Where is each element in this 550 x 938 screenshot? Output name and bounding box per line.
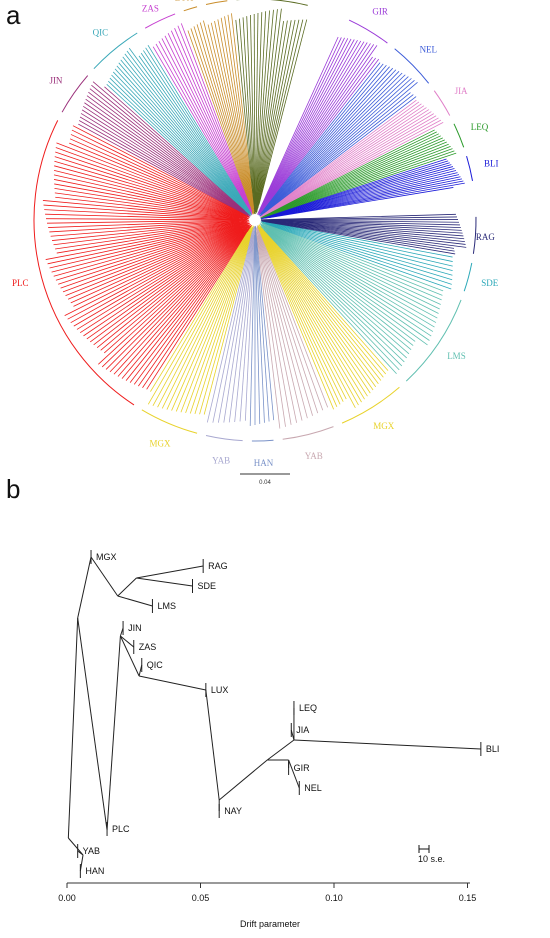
tree-edge [78,618,107,830]
clade-bracket [454,124,464,148]
clade-bracket [434,91,450,116]
panel-a-letter: a [6,0,21,30]
clade-label-nel: NEL [420,45,438,55]
clade-bracket [206,1,227,5]
tree-edge [118,596,153,606]
tip-label-nay: NAY [224,806,242,816]
tree-edge [206,690,219,800]
drift-tree: MGX RAG SDE LMS JIN ZAS QIC LUX LEQ JIA BLI GIR NEL N… [68,550,499,878]
clade-label-yab: YAB [305,451,323,461]
clade-branch [264,228,405,362]
drift-axis: 0.00 0.05 0.10 0.15 [58,883,476,903]
tree-edge [136,578,192,586]
clade-branch [114,232,244,374]
clade-label-gir: GIR [372,7,388,17]
tree-edge [219,760,267,800]
tip-label-jia: JIA [296,725,309,735]
tree-edge [107,636,120,830]
tip-label-yab: YAB [83,846,100,856]
clade-bracket [283,427,334,440]
tip-label-lux: LUX [211,685,229,695]
radial-tree: BLILEQJIANELGIRNAYLUXLUXZASQICJINPLCMGXY… [12,0,499,468]
se-scale-bar: 10 s.e. [418,845,445,864]
clade-label-rag: RAG [476,232,496,242]
tip-label-gir: GIR [294,763,311,773]
drift-axis-label: Drift parameter [240,919,300,929]
clade-bracket [142,410,197,433]
clade-label-sde: SDE [481,278,499,288]
tip-label-mgx: MGX [96,552,117,562]
tip-label-zas: ZAS [139,642,157,652]
clade-branch [98,227,247,365]
clade-branch [263,226,427,345]
clade-label-yab2: YAB [212,456,230,466]
axis-tick-label: 0.05 [192,893,210,903]
clade-label-jin: JIN [49,76,62,86]
tip-label-rag: RAG [208,561,228,571]
tip-label-jin: JIN [128,623,142,633]
clade-branch [167,235,248,410]
clade-branch [259,226,381,381]
tree-edge [267,740,294,760]
axis-tick-label: 0.10 [325,893,343,903]
tree-edge [118,578,137,596]
clade-label-han: HAN [254,458,274,468]
clade-bracket [342,387,399,423]
tree-edge [139,676,206,690]
axis-tick-label: 0.15 [459,893,477,903]
clade-label-lux2: LUX [175,0,194,3]
clade-bracket [206,436,243,441]
panel-b-letter: b [6,474,20,504]
tip-label-lms: LMS [157,601,176,611]
clade-branch [259,233,317,413]
clade-label-bli: BLI [484,158,499,168]
clade-label-qic: QIC [93,27,109,37]
tree-edge [78,557,91,618]
tip-label-han: HAN [85,866,104,876]
clade-bracket [184,7,197,11]
se-scale-label: 10 s.e. [418,854,445,864]
tree-edge [68,618,77,838]
clade-label-plc: PLC [12,278,29,288]
clade-branch [162,228,251,408]
tip-label-bli: BLI [486,744,500,754]
radial-scale-bar: 0.04 [240,474,290,486]
axis-tick-label: 0.00 [58,893,76,903]
tree-edge [91,557,118,596]
clade-branch [266,230,409,354]
clade-branch [265,225,440,309]
tree-edge [136,566,203,578]
tip-label-leq: LEQ [299,703,317,713]
clade-bracket [349,20,387,43]
clade-label-lms: LMS [447,351,466,361]
tree-edge [294,740,481,749]
tip-label-sde: SDE [197,581,216,591]
clade-bracket [464,263,472,291]
tree-edge [120,636,139,676]
clade-label-leq: LEQ [471,122,489,132]
clade-branch [263,225,433,332]
radial-scale-label: 0.04 [259,480,271,486]
clade-label-zas: ZAS [142,4,159,14]
clade-branch [115,69,245,209]
clade-label-mgx: MGX [373,421,395,431]
tree-edge [120,636,133,647]
tip-label-nel: NEL [304,783,322,793]
clade-bracket [145,14,175,28]
clade-branch [268,110,429,212]
clade-label-jia: JIA [455,86,468,96]
tree-edge [68,838,83,855]
tip-label-qic: QIC [147,660,164,670]
tip-label-plc: PLC [112,824,130,834]
clade-bracket [237,0,308,5]
clade-bracket [252,440,274,441]
clade-bracket [467,156,473,181]
clade-label-mgx2: MGX [150,439,172,449]
